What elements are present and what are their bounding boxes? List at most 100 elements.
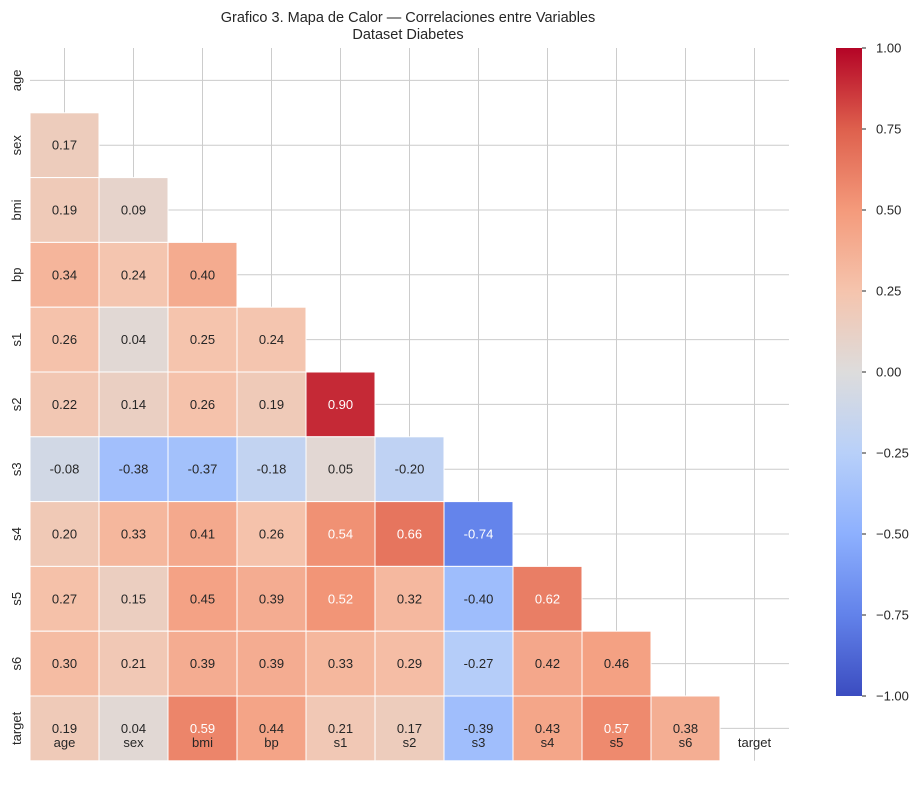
heatmap-cell: 0.26 bbox=[29, 306, 100, 373]
cell-value-label: 0.39 bbox=[190, 656, 215, 671]
heatmap-cell: -0.18 bbox=[236, 436, 307, 503]
cell-value-label: 0.24 bbox=[259, 332, 284, 347]
cell-rect bbox=[305, 565, 376, 632]
heatmap-cell: 0.17 bbox=[29, 112, 100, 179]
cell-rect bbox=[167, 501, 238, 567]
colorbar-tick-label: 1.00 bbox=[876, 41, 901, 56]
colorbar-tick-label: 0.50 bbox=[876, 203, 901, 218]
heatmap-cell: 0.34 bbox=[29, 241, 100, 308]
x-tick-label: s4 bbox=[541, 735, 555, 750]
heatmap-cell: 0.54 bbox=[305, 501, 376, 567]
heatmap-cell: 0.33 bbox=[98, 501, 169, 567]
heatmap-cell: 0.24 bbox=[98, 241, 169, 308]
cell-value-label: 0.22 bbox=[52, 397, 77, 412]
cell-rect bbox=[167, 565, 238, 632]
cell-value-label: 0.42 bbox=[535, 656, 560, 671]
heatmap-cell: 0.39 bbox=[236, 630, 307, 697]
cell-value-label: 0.24 bbox=[121, 267, 146, 282]
heatmap-cell: 0.29 bbox=[374, 630, 445, 697]
y-tick-label: s5 bbox=[9, 592, 24, 606]
cell-rect bbox=[167, 371, 238, 438]
cell-value-label: 0.38 bbox=[673, 721, 698, 736]
cell-value-label: 0.90 bbox=[328, 397, 353, 412]
cell-value-label: 0.14 bbox=[121, 397, 146, 412]
heatmap-cell: 0.09 bbox=[98, 177, 169, 243]
cell-rect bbox=[236, 565, 307, 632]
cell-value-label: 0.39 bbox=[259, 591, 284, 606]
colorbar-tick-label: 0.75 bbox=[876, 122, 901, 137]
cell-value-label: 0.26 bbox=[52, 332, 77, 347]
cell-value-label: 0.54 bbox=[328, 527, 353, 542]
cell-value-label: 0.19 bbox=[52, 203, 77, 218]
colorbar-tick-label: −0.75 bbox=[876, 608, 909, 623]
cell-value-label: 0.19 bbox=[52, 721, 77, 736]
y-tick-label: bmi bbox=[9, 199, 24, 220]
heatmap-cell: 0.15 bbox=[98, 565, 169, 632]
cell-rect bbox=[29, 695, 100, 762]
cell-value-label: 0.17 bbox=[397, 721, 422, 736]
heatmap-cell: 0.41 bbox=[167, 501, 238, 567]
heatmap-cell: 0.90 bbox=[305, 371, 376, 438]
cell-value-label: -0.27 bbox=[464, 656, 494, 671]
heatmap-cell: -0.08 bbox=[29, 436, 100, 503]
cell-rect bbox=[236, 501, 307, 567]
cell-value-label: 0.45 bbox=[190, 591, 215, 606]
x-tick-label: s3 bbox=[472, 735, 486, 750]
heatmap-cell: 0.52 bbox=[305, 565, 376, 632]
cell-value-label: 0.25 bbox=[190, 332, 215, 347]
cell-value-label: 0.09 bbox=[121, 203, 146, 218]
heatmap-cell: 0.39 bbox=[236, 565, 307, 632]
cell-value-label: 0.20 bbox=[52, 527, 77, 542]
cell-value-label: -0.40 bbox=[464, 591, 494, 606]
heatmap-cell: -0.37 bbox=[167, 436, 238, 503]
heatmap-cell: 0.38 bbox=[650, 695, 721, 762]
heatmap-cell: 0.44 bbox=[236, 695, 307, 762]
heatmap-cell: 0.26 bbox=[167, 371, 238, 438]
chart-title: Grafico 3. Mapa de Calor — Correlaciones… bbox=[221, 10, 596, 26]
y-tick-label: bp bbox=[9, 268, 24, 282]
cell-rect bbox=[167, 306, 238, 373]
heatmap-cell: 0.62 bbox=[512, 565, 583, 632]
cell-value-label: 0.30 bbox=[52, 656, 77, 671]
cell-rect bbox=[305, 436, 376, 503]
cell-rect bbox=[29, 177, 100, 243]
cell-rect bbox=[236, 436, 307, 503]
x-tick-label: sex bbox=[123, 735, 144, 750]
heatmap-cell: -0.39 bbox=[443, 695, 514, 762]
y-tick-labels: age sex bmi bp s1 s2 s3 s4 s5 s6 target bbox=[9, 70, 24, 745]
cell-value-label: 0.34 bbox=[52, 267, 77, 282]
x-tick-label: age bbox=[54, 735, 76, 750]
heatmap-cell: 0.20 bbox=[29, 501, 100, 567]
cell-value-label: 0.04 bbox=[121, 721, 146, 736]
cell-value-label: 0.26 bbox=[190, 397, 215, 412]
cell-value-label: 0.52 bbox=[328, 591, 353, 606]
y-tick-label: s1 bbox=[9, 333, 24, 347]
heatmap-cell: 0.46 bbox=[581, 630, 652, 697]
colorbar-tick-label: 0.00 bbox=[876, 365, 901, 380]
x-tick-label: s1 bbox=[334, 735, 348, 750]
cell-rect bbox=[443, 565, 514, 632]
x-tick-label: bmi bbox=[192, 735, 213, 750]
heatmap-cell: 0.14 bbox=[98, 371, 169, 438]
heatmap-cell: 0.59 bbox=[167, 695, 238, 762]
heatmap-cell: 0.04 bbox=[98, 306, 169, 373]
cell-rect bbox=[29, 565, 100, 632]
cell-value-label: -0.20 bbox=[395, 462, 425, 477]
heatmap-cell: 0.57 bbox=[581, 695, 652, 762]
heatmap-cell: 0.26 bbox=[236, 501, 307, 567]
cell-value-label: 0.15 bbox=[121, 591, 146, 606]
cell-rect bbox=[581, 695, 652, 762]
cell-rect bbox=[650, 695, 721, 762]
x-tick-label: s5 bbox=[610, 735, 624, 750]
cell-value-label: 0.46 bbox=[604, 656, 629, 671]
colorbar-tick-label: −1.00 bbox=[876, 689, 909, 704]
heatmap-cell: -0.38 bbox=[98, 436, 169, 503]
cell-rect bbox=[581, 630, 652, 697]
cell-rect bbox=[29, 371, 100, 438]
cell-rect bbox=[98, 436, 169, 503]
x-tick-label: target bbox=[738, 735, 772, 750]
cell-value-label: -0.08 bbox=[50, 462, 80, 477]
cell-value-label: 0.57 bbox=[604, 721, 629, 736]
cell-value-label: 0.27 bbox=[52, 591, 77, 606]
cell-rect bbox=[305, 630, 376, 697]
